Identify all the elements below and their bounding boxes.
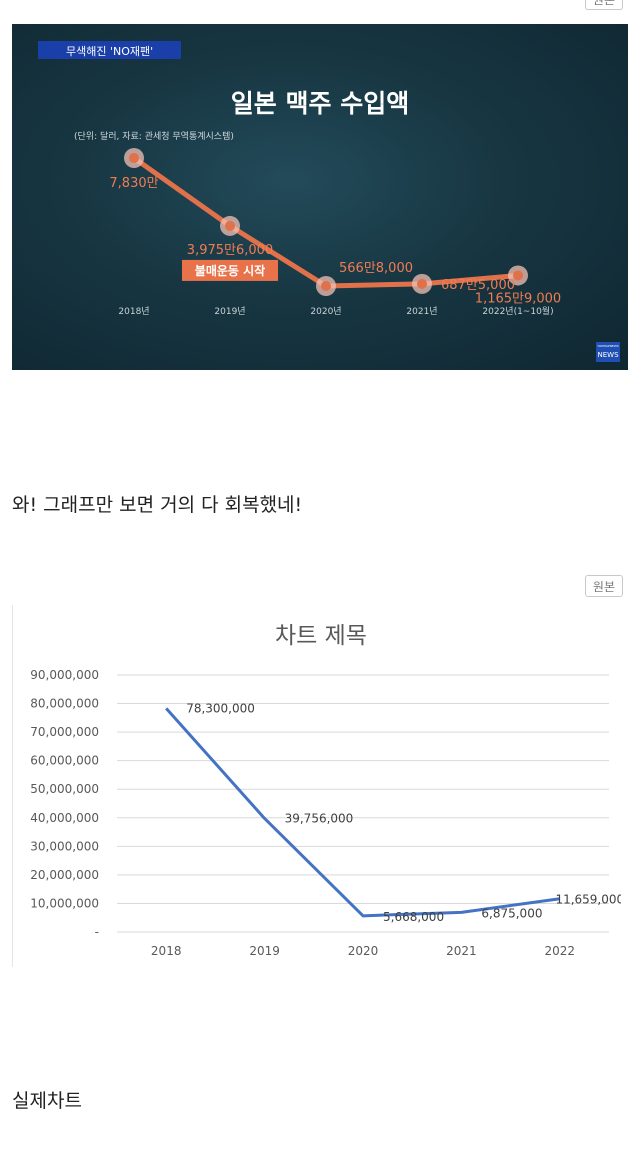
excel-x-tick-label: 2020 xyxy=(348,944,379,958)
news-point xyxy=(321,281,331,291)
excel-y-tick-label: 20,000,000 xyxy=(30,868,99,882)
excel-data-label: 6,875,000 xyxy=(481,906,542,920)
news-annotation-bg xyxy=(182,259,278,281)
news-logo: NEWS xyxy=(597,351,619,359)
excel-chart-svg: 차트 제목 - 10,000,000 20,000,000 30,000,000 40,… xyxy=(30,623,621,958)
news-point xyxy=(513,270,523,281)
excel-data-label: 39,756,000 xyxy=(285,811,354,825)
excel-y-tick-label: - xyxy=(95,925,99,939)
news-tag: 무색해진 'NO재팬' xyxy=(66,44,153,58)
excel-x-tick-label: 2021 xyxy=(446,944,477,958)
news-chart-svg: 무색해진 'NO재팬' 일본 맥주 수입액 (단위: 달러, 자료: 관세청 무… xyxy=(38,41,620,362)
original-button-mid[interactable]: 원본 xyxy=(584,575,623,597)
news-x-tick-label: 2021년 xyxy=(406,306,437,317)
news-title: 일본 맥주 수입액 xyxy=(231,89,409,118)
news-annotation: 불매운동 시작 xyxy=(195,263,265,278)
news-data-label: 7,830만 xyxy=(109,176,158,191)
excel-y-tick-label: 70,000,000 xyxy=(30,725,99,739)
excel-y-tick-label: 60,000,000 xyxy=(30,754,99,768)
news-x-tick-label: 2019년 xyxy=(214,306,245,317)
news-source: (단위: 달러, 자료: 관세청 무역통계시스템) xyxy=(74,130,234,142)
news-data-label: 3,975만6,000 xyxy=(187,243,273,258)
excel-x-tick-label: 2022 xyxy=(545,944,576,958)
caption-second: 실제차트 xyxy=(12,1090,82,1112)
excel-y-tick-label: 40,000,000 xyxy=(30,811,99,825)
excel-x-tick-label: 2018 xyxy=(151,944,182,958)
excel-y-tick-label: 10,000,000 xyxy=(30,896,99,910)
news-x-tick-label: 2022년(1~10월) xyxy=(482,305,553,317)
news-chart-image: 무색해진 'NO재팬' 일본 맥주 수입액 (단위: 달러, 자료: 관세청 무… xyxy=(12,24,628,370)
news-data-label: 687만5,000 xyxy=(441,278,515,293)
excel-data-label: 11,659,000 xyxy=(555,893,621,907)
excel-chart-title: 차트 제목 xyxy=(275,623,367,649)
caption-first: 와! 그래프만 보면 거의 다 회복했네! xyxy=(12,494,303,516)
excel-series-line xyxy=(165,707,561,918)
news-logo-bg xyxy=(596,342,620,362)
excel-y-tick-label: 50,000,000 xyxy=(30,782,99,796)
news-point xyxy=(129,153,139,163)
news-data-label: 566만8,000 xyxy=(339,261,413,276)
excel-y-tick-label: 90,000,000 xyxy=(30,668,99,682)
excel-chart: 차트 제목 - 10,000,000 20,000,000 30,000,000 40,… xyxy=(12,605,621,967)
news-x-tick-label: 2020년 xyxy=(310,306,341,317)
news-data-label: 1,165만9,000 xyxy=(475,291,561,306)
original-button-top[interactable]: 원본 xyxy=(584,0,623,10)
news-point xyxy=(417,278,427,289)
excel-y-tick-label: 80,000,000 xyxy=(30,697,99,711)
news-tag-bg xyxy=(38,41,181,59)
news-logo-small: YONHAPNEWS xyxy=(597,344,618,348)
excel-y-tick-label: 30,000,000 xyxy=(30,839,99,853)
excel-data-label: 5,668,000 xyxy=(383,910,444,924)
excel-x-tick-label: 2019 xyxy=(249,944,280,958)
news-x-tick-label: 2018년 xyxy=(118,306,149,317)
news-point xyxy=(225,220,235,231)
excel-data-label: 78,300,000 xyxy=(186,701,255,715)
